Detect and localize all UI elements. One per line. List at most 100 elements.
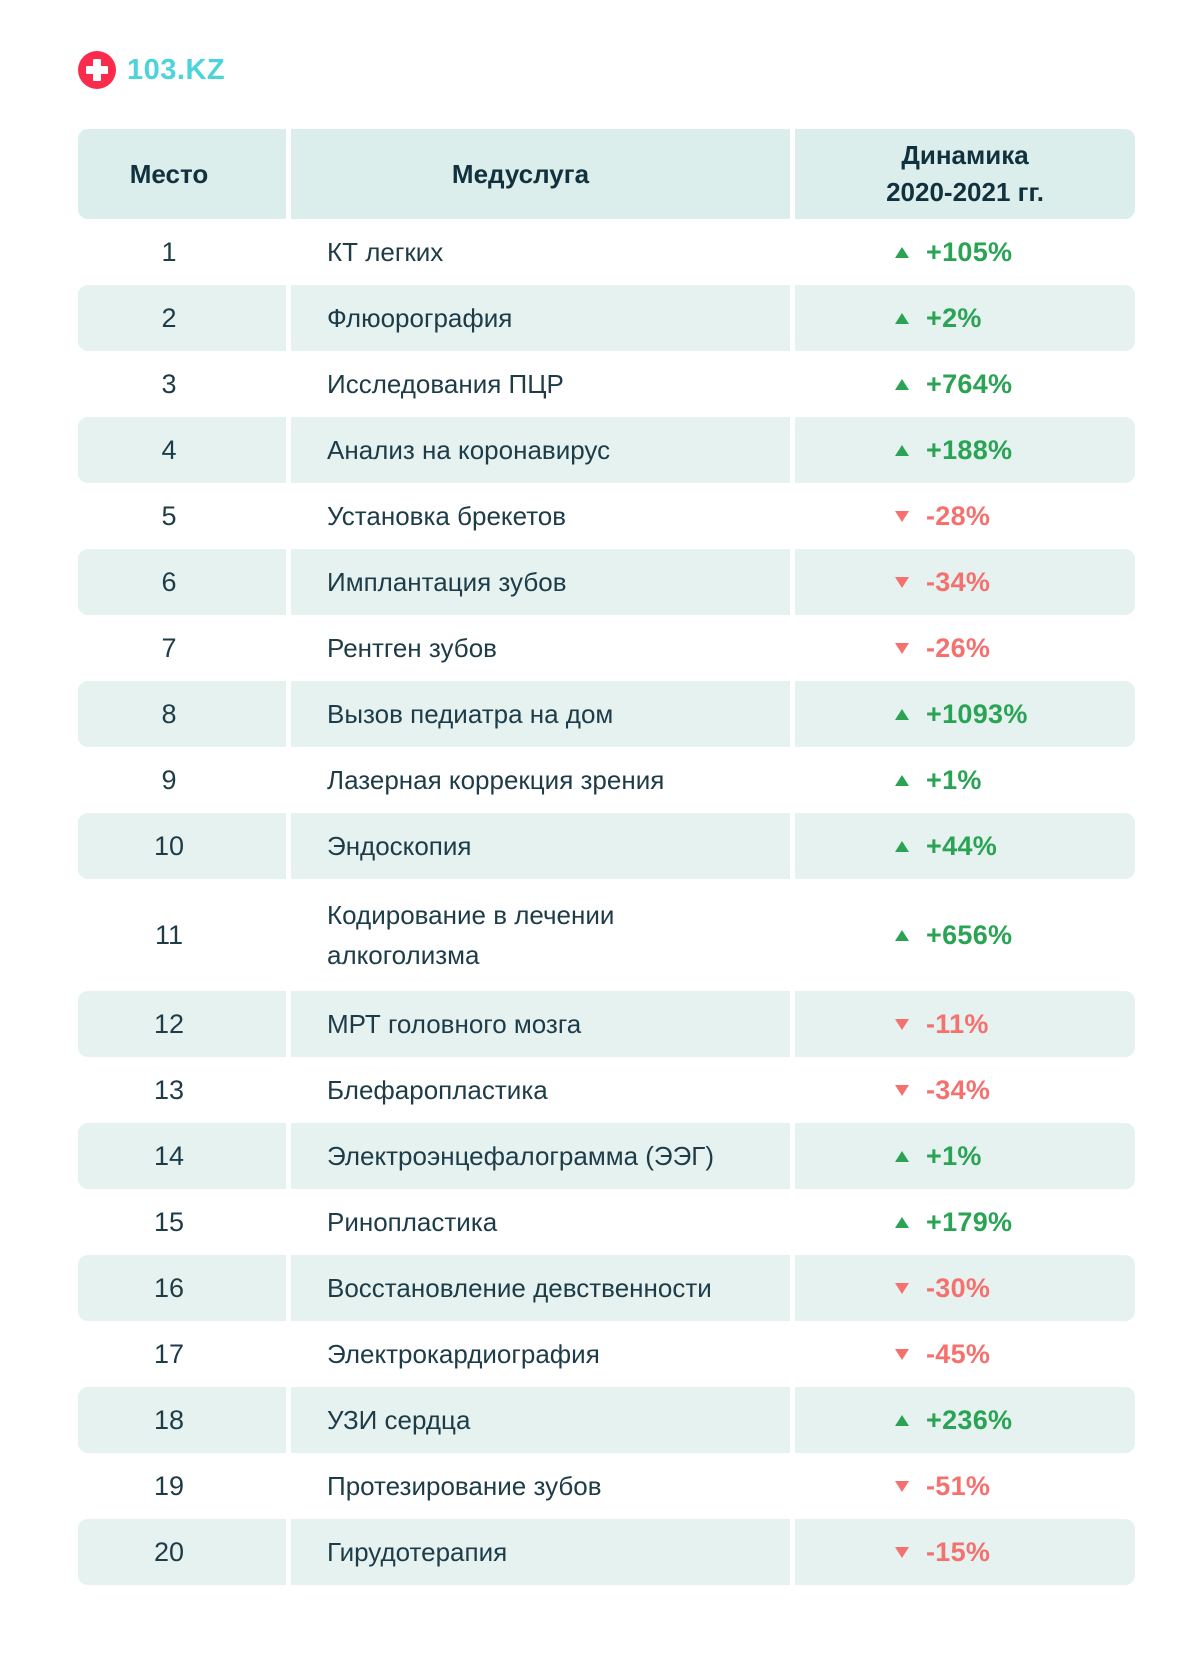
- dynamics-cell: +2%: [795, 285, 1135, 351]
- table-row: 11 Кодирование в лечении алкоголизма +65…: [78, 879, 1135, 991]
- dynamics-cell: -45%: [795, 1321, 1135, 1387]
- place-cell: 9: [161, 764, 177, 795]
- service-cell: Вызов педиатра на дом: [291, 681, 790, 747]
- place-cell: 20: [78, 1519, 286, 1585]
- dynamics-value: +188%: [926, 434, 1013, 465]
- trend-down-icon: [895, 510, 909, 522]
- trend-up-icon: [895, 774, 909, 786]
- dynamics-value: -11%: [926, 1008, 989, 1039]
- table-row: 14 Электроэнцефалограмма (ЭЭГ) +1%: [78, 1123, 1135, 1189]
- dynamics-value: +44%: [926, 830, 998, 861]
- service-cell: Рентген зубов: [327, 633, 497, 663]
- service-cell: Лазерная коррекция зрения: [327, 765, 665, 795]
- service-cell: Гирудотерапия: [291, 1519, 790, 1585]
- trend-down-icon: [895, 1018, 909, 1030]
- trend-down-icon: [895, 1480, 909, 1492]
- trend-up-icon: [895, 444, 909, 456]
- place-cell: 10: [78, 813, 286, 879]
- trend-down-icon: [895, 576, 909, 588]
- dynamics-value: -34%: [926, 566, 991, 597]
- dynamics-value: -26%: [926, 632, 991, 663]
- trend-up-icon: [895, 1150, 909, 1162]
- service-cell: МРТ головного мозга: [291, 991, 790, 1057]
- column-header-dynamics: Динамика 2020-2021 гг.: [795, 129, 1135, 219]
- dynamics-cell: +656%: [795, 879, 1135, 991]
- place-cell: 4: [78, 417, 286, 483]
- service-cell: Флюорография: [291, 285, 790, 351]
- logo-text: 103.KZ: [127, 53, 226, 86]
- dynamics-cell: +105%: [795, 219, 1135, 285]
- table-row: 9 Лазерная коррекция зрения +1%: [78, 747, 1135, 813]
- dynamics-value: +764%: [926, 368, 1013, 399]
- dynamics-cell: -30%: [795, 1255, 1135, 1321]
- table-row: 13 Блефаропластика -34%: [78, 1057, 1135, 1123]
- column-header-service: Медуслуга: [291, 129, 790, 219]
- table-row: 2 Флюорография +2%: [78, 285, 1135, 351]
- trend-up-icon: [895, 1216, 909, 1228]
- table-row: 17 Электрокардиография -45%: [78, 1321, 1135, 1387]
- service-cell: Восстановление девственности: [291, 1255, 790, 1321]
- trend-up-icon: [895, 708, 909, 720]
- place-cell: 17: [153, 1338, 185, 1369]
- place-cell: 3: [161, 368, 177, 399]
- table-row: 3 Исследования ПЦР +764%: [78, 351, 1135, 417]
- dynamics-cell: -26%: [795, 615, 1135, 681]
- dynamics-cell: -28%: [795, 483, 1135, 549]
- dynamics-value: -34%: [926, 1074, 991, 1105]
- column-header-dynamics-line2: 2020-2021 гг.: [886, 177, 1044, 207]
- trend-up-icon: [895, 246, 909, 258]
- table-row: 6 Имплантация зубов -34%: [78, 549, 1135, 615]
- place-cell: 18: [78, 1387, 286, 1453]
- trend-down-icon: [895, 1084, 909, 1096]
- table-header-row: Место Медуслуга Динамика 2020-2021 гг.: [78, 129, 1135, 219]
- table-row: 5 Установка брекетов -28%: [78, 483, 1135, 549]
- service-cell: УЗИ сердца: [291, 1387, 790, 1453]
- dynamics-value: -51%: [926, 1470, 991, 1501]
- dynamics-cell: -34%: [795, 1057, 1135, 1123]
- dynamics-cell: +1093%: [795, 681, 1135, 747]
- dynamics-cell: -51%: [795, 1453, 1135, 1519]
- service-cell: Установка брекетов: [327, 501, 567, 531]
- service-cell: Блефаропластика: [327, 1075, 548, 1105]
- place-cell: 6: [78, 549, 286, 615]
- dynamics-cell: +188%: [795, 417, 1135, 483]
- trend-down-icon: [895, 1348, 909, 1360]
- dynamics-value: +656%: [926, 919, 1013, 950]
- table-body: 1 КТ легких +105% 2 Флюорография +2% 3 И…: [78, 219, 1135, 1585]
- service-cell: Кодирование в лечении алкоголизма: [327, 900, 615, 970]
- dynamics-value: -30%: [926, 1272, 991, 1303]
- service-cell: КТ легких: [327, 237, 444, 267]
- ranking-table: Место Медуслуга Динамика 2020-2021 гг. 1…: [78, 129, 1135, 1585]
- place-cell: 12: [78, 991, 286, 1057]
- table-row: 12 МРТ головного мозга -11%: [78, 991, 1135, 1057]
- table-row: 16 Восстановление девственности -30%: [78, 1255, 1135, 1321]
- table-row: 20 Гирудотерапия -15%: [78, 1519, 1135, 1585]
- service-cell: Имплантация зубов: [291, 549, 790, 615]
- table-row: 19 Протезирование зубов -51%: [78, 1453, 1135, 1519]
- table-row: 7 Рентген зубов -26%: [78, 615, 1135, 681]
- table-row: 18 УЗИ сердца +236%: [78, 1387, 1135, 1453]
- table-row: 10 Эндоскопия +44%: [78, 813, 1135, 879]
- dynamics-cell: +44%: [795, 813, 1135, 879]
- dynamics-value: -15%: [926, 1536, 991, 1567]
- dynamics-cell: +236%: [795, 1387, 1135, 1453]
- column-header-place: Место: [78, 129, 286, 219]
- trend-down-icon: [895, 642, 909, 654]
- trend-up-icon: [895, 378, 909, 390]
- dynamics-value: +1093%: [926, 698, 1028, 729]
- trend-up-icon: [895, 1414, 909, 1426]
- place-cell: 7: [161, 632, 177, 663]
- dynamics-cell: -15%: [795, 1519, 1135, 1585]
- trend-up-icon: [895, 312, 909, 324]
- table-row: 8 Вызов педиатра на дом +1093%: [78, 681, 1135, 747]
- place-cell: 15: [153, 1206, 185, 1237]
- dynamics-value: +179%: [926, 1206, 1013, 1237]
- place-cell: 16: [78, 1255, 286, 1321]
- place-cell: 19: [153, 1470, 185, 1501]
- place-cell: 8: [78, 681, 286, 747]
- table-row: 15 Ринопластика +179%: [78, 1189, 1135, 1255]
- service-cell: Исследования ПЦР: [327, 369, 564, 399]
- dynamics-cell: +1%: [795, 1123, 1135, 1189]
- table-row: 1 КТ легких +105%: [78, 219, 1135, 285]
- trend-down-icon: [895, 1546, 909, 1558]
